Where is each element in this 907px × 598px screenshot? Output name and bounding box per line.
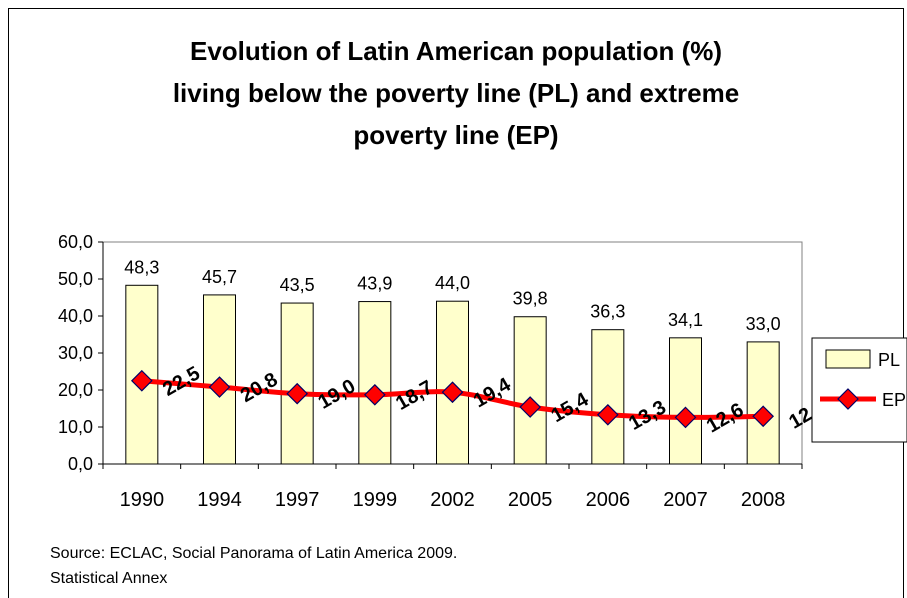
marker-ep xyxy=(596,403,619,426)
line-label: 22,5 xyxy=(159,362,204,401)
marker-ep xyxy=(363,383,386,406)
x-tick-label: 2006 xyxy=(586,489,631,511)
y-tick-label: 30,0 xyxy=(58,343,93,363)
bar-pl xyxy=(591,329,625,465)
marker-ep xyxy=(130,369,153,392)
legend-swatch-pl xyxy=(825,349,871,369)
line-label: 20,8 xyxy=(237,369,282,408)
marker-ep xyxy=(519,396,542,418)
y-tick-label: 50,0 xyxy=(58,269,93,289)
legend-label-pl: PL xyxy=(878,350,900,370)
marker-ep xyxy=(208,376,231,398)
x-tick-label: 1997 xyxy=(275,489,320,511)
source-line-2: Statistical Annex xyxy=(50,570,168,587)
y-tick-label: 60,0 xyxy=(58,232,93,252)
x-tick-label: 2002 xyxy=(430,489,475,511)
x-tick-label: 2007 xyxy=(663,489,708,511)
bar-label: 39,8 xyxy=(513,289,548,309)
marker-ep xyxy=(674,406,697,429)
x-tick-label: 1999 xyxy=(353,489,398,511)
source-line-1: Source: ECLAC, Social Panorama of Latin … xyxy=(50,545,458,562)
bar-label: 43,9 xyxy=(357,274,392,294)
bar-label: 43,5 xyxy=(280,275,315,295)
line-label: 13,3 xyxy=(625,396,670,435)
legend-marker-ep xyxy=(837,388,859,410)
chart-title: Evolution of Latin American population (… xyxy=(8,30,904,156)
legend-label-ep: EP xyxy=(882,390,906,410)
y-tick-label: 10,0 xyxy=(58,417,93,437)
line-label: 19,4 xyxy=(470,373,515,412)
x-tick-label: 1994 xyxy=(197,489,242,511)
marker-ep xyxy=(441,381,464,404)
bar-pl xyxy=(513,316,547,465)
x-tick-label: 2005 xyxy=(508,489,553,511)
marker-ep xyxy=(752,405,775,428)
marker-ep xyxy=(286,382,309,405)
bar-label: 48,3 xyxy=(124,257,159,277)
bar-pl xyxy=(746,341,780,465)
bar-pl xyxy=(358,301,392,465)
chart-title-line-3: poverty line (EP) xyxy=(353,120,559,150)
y-tick-label: 20,0 xyxy=(58,380,93,400)
line-label: 12,6 xyxy=(703,399,748,438)
bar-label: 34,1 xyxy=(668,310,703,330)
x-tick-label: 2008 xyxy=(741,489,786,511)
y-tick-label: 0,0 xyxy=(68,454,93,474)
line-label: 18,7 xyxy=(392,376,437,415)
y-tick-label: 40,0 xyxy=(58,306,93,326)
bar-label: 44,0 xyxy=(435,273,470,293)
bar-label: 36,3 xyxy=(590,302,625,322)
chart-title-line-2: living below the poverty line (PL) and e… xyxy=(172,78,740,108)
bar-pl xyxy=(669,337,702,465)
bar-label: 45,7 xyxy=(202,267,237,287)
bar-label: 33,0 xyxy=(746,314,781,334)
line-label: 19,0 xyxy=(315,375,360,414)
x-tick-label: 1990 xyxy=(120,489,165,511)
line-label: 15,4 xyxy=(548,388,593,427)
chart-title-line-1: Evolution of Latin American population (… xyxy=(189,36,723,66)
